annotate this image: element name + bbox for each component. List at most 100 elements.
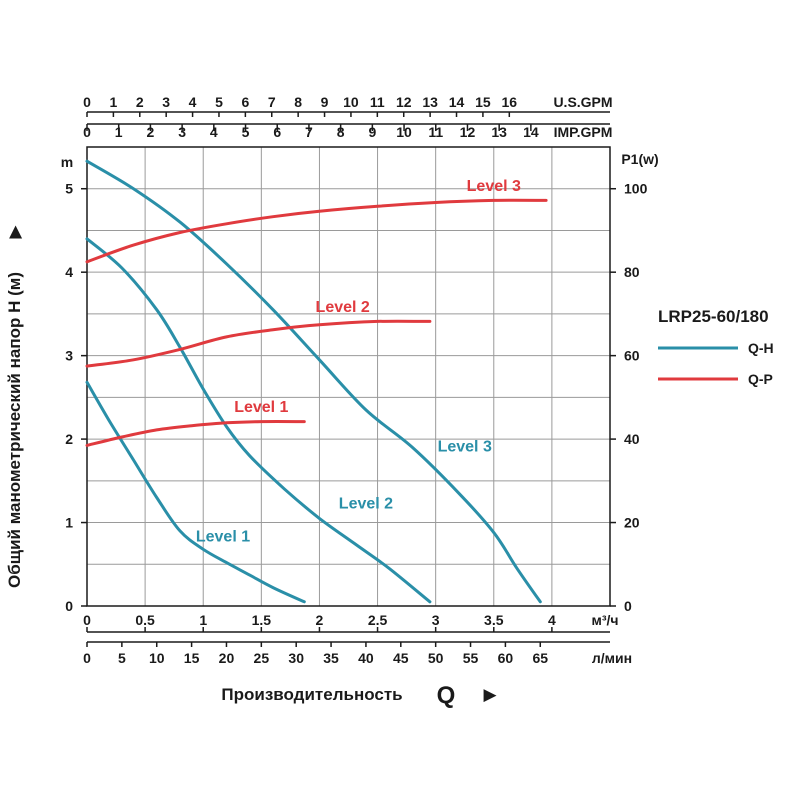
grid	[87, 147, 610, 606]
lmin-tick-label: 15	[184, 650, 200, 666]
legend-qh-label: Q-H	[748, 340, 774, 356]
usgpm-tick-label: 15	[475, 94, 491, 110]
usgpm-tick-label: 2	[136, 94, 144, 110]
qp-curve-level-1	[85, 420, 306, 447]
usgpm-tick-label: 13	[422, 94, 438, 110]
qh-label-level-3: Level 3	[438, 439, 492, 456]
y-tick-label: 4	[65, 264, 73, 280]
y-axis-label: Общий манометрический напор H (м)	[5, 272, 24, 588]
qh-label-level-2: Level 2	[339, 495, 393, 512]
y2-unit-label: P1(w)	[621, 151, 658, 167]
m3h-tick-label: 3.5	[484, 612, 504, 628]
impgpm-tick-label: 13	[491, 124, 507, 140]
lmin-tick-label: 55	[463, 650, 479, 666]
usgpm-tick-label: 0	[83, 94, 91, 110]
usgpm-tick-label: 6	[241, 94, 249, 110]
usgpm-tick-label: 10	[343, 94, 359, 110]
qh-curve-level-3	[85, 159, 542, 604]
right-axis: 0 20 40 60 80 100	[610, 181, 648, 614]
impgpm-tick-label: 4	[210, 124, 218, 140]
qp-curve-level-2	[85, 319, 432, 368]
impgpm-tick-label: 7	[305, 124, 313, 140]
x-axis-symbol: Q	[437, 682, 456, 709]
curve-labels: Level 1 Level 2 Level 3 Level 1 Level 2 Level…	[196, 178, 521, 546]
m3h-tick-label: 1.5	[252, 612, 272, 628]
m3h-tick-label: 4	[548, 612, 556, 628]
y-tick-label: 0	[65, 598, 73, 614]
qp-label-level-3: Level 3	[467, 178, 521, 195]
m3h-tick-label: 3	[432, 612, 440, 628]
qh-curve-level-1	[85, 380, 306, 604]
impgpm-tick-label: 11	[428, 124, 443, 140]
m3h-tick-label: 2.5	[368, 612, 388, 628]
plot-frame	[86, 146, 611, 607]
y-axis-arrow: ▶	[5, 225, 24, 239]
usgpm-tick-label: 7	[268, 94, 276, 110]
qp-label-level-2: Level 2	[316, 299, 370, 316]
m3h-tick-label: 2	[316, 612, 324, 628]
y2-tick-label: 60	[624, 348, 640, 364]
lmin-tick-label: 25	[254, 650, 270, 666]
lmin-tick-label: 35	[323, 650, 339, 666]
qp-label-level-1: Level 1	[234, 399, 288, 416]
impgpm-tick-label: 2	[147, 124, 155, 140]
legend-qp-label: Q-P	[748, 371, 773, 387]
y2-tick-label: 20	[624, 515, 640, 531]
usgpm-tick-label: 16	[502, 94, 518, 110]
usgpm-tick-label: 3	[162, 94, 170, 110]
usgpm-tick-label: 8	[294, 94, 302, 110]
legend: Q-H Q-P	[658, 340, 774, 387]
usgpm-tick-label: 11	[370, 94, 385, 110]
lmin-tick-label: 50	[428, 650, 444, 666]
qh-label-level-1: Level 1	[196, 529, 250, 546]
y-tick-label: 3	[65, 348, 73, 364]
y-tick-label: 2	[65, 431, 73, 447]
y2-tick-label: 40	[624, 431, 640, 447]
y2-tick-label: 80	[624, 264, 640, 280]
lmin-tick-label: 5	[118, 650, 126, 666]
impgpm-tick-label: 1	[115, 124, 123, 140]
y2-tick-label: 100	[624, 181, 648, 197]
impgpm-tick-label: 10	[396, 124, 412, 140]
lmin-tick-label: 65	[532, 650, 548, 666]
y2-tick-label: 0	[624, 598, 632, 614]
impgpm-tick-label: 0	[83, 124, 91, 140]
m3h-tick-label: 1	[199, 612, 207, 628]
impgpm-tick-label: 6	[273, 124, 281, 140]
lmin-tick-label: 45	[393, 650, 409, 666]
lmin-tick-label: 0	[83, 650, 91, 666]
usgpm-unit-label: U.S.GPM	[553, 94, 612, 110]
curves	[85, 159, 548, 604]
y-tick-label: 1	[65, 515, 73, 531]
left-axis: 0 1 2 3 4 5	[65, 181, 87, 614]
bottom-axes: 0 0.5 1 1.5 2 2.5 3 3.5 4 м³/ч 0 5 10 15 20 25 30 35 40 45 5…	[83, 612, 632, 666]
x-axis-arrow: ▶	[483, 685, 497, 704]
y-unit-label: m	[61, 154, 73, 170]
impgpm-tick-label: 9	[368, 124, 376, 140]
x-axis-label: Производительность	[221, 685, 402, 704]
usgpm-tick-label: 12	[396, 94, 412, 110]
usgpm-tick-label: 1	[109, 94, 117, 110]
lmin-tick-label: 10	[149, 650, 165, 666]
impgpm-tick-label: 5	[242, 124, 250, 140]
model-name: LRP25-60/180	[658, 307, 769, 326]
impgpm-tick-label: 8	[337, 124, 345, 140]
usgpm-tick-label: 5	[215, 94, 223, 110]
impgpm-tick-label: 3	[178, 124, 186, 140]
lmin-unit-label: л/мин	[592, 650, 632, 666]
usgpm-tick-label: 4	[189, 94, 197, 110]
lmin-tick-label: 40	[358, 650, 374, 666]
y-tick-label: 5	[65, 181, 73, 197]
qh-curve-level-2	[85, 237, 432, 604]
impgpm-tick-label: 14	[523, 124, 539, 140]
plot-border	[86, 146, 611, 607]
m3h-tick-label: 0.5	[135, 612, 155, 628]
usgpm-tick-label: 14	[449, 94, 465, 110]
impgpm-unit-label: IMP.GPM	[554, 124, 613, 140]
lmin-tick-label: 60	[498, 650, 514, 666]
lmin-tick-label: 20	[219, 650, 235, 666]
m3h-unit-label: м³/ч	[591, 612, 618, 628]
m3h-tick-label: 0	[83, 612, 91, 628]
